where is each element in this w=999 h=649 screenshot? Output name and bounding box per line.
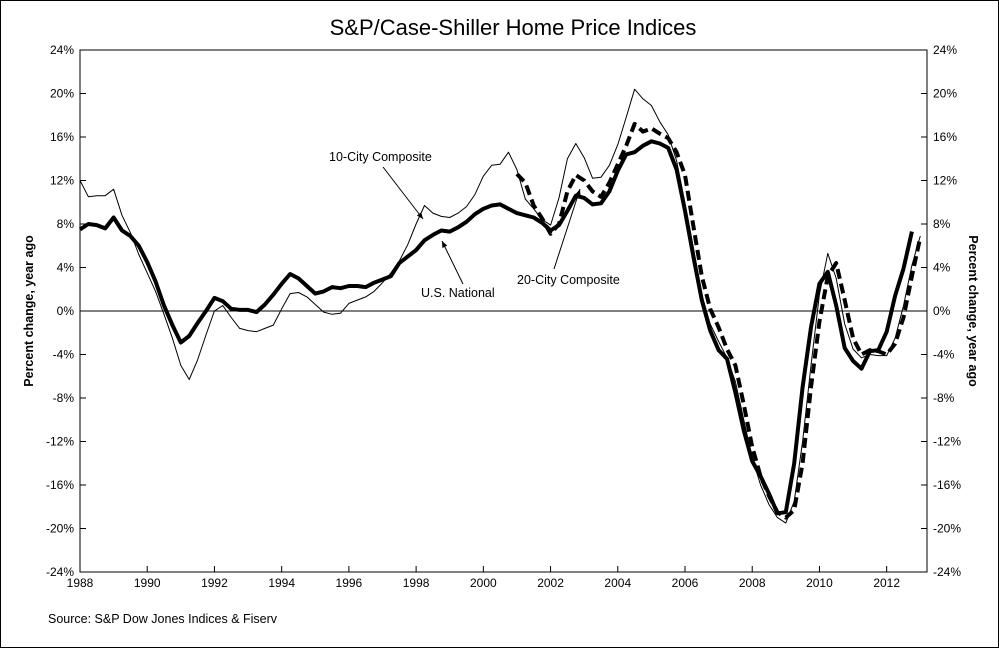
series-line-20-city-composite bbox=[515, 121, 923, 520]
y-tick-label-right: 8% bbox=[933, 217, 951, 231]
y-axis-label-right: Percent change, year ago bbox=[966, 235, 980, 387]
y-tick-label-left: -4% bbox=[53, 348, 75, 362]
y-tick-label-right: -12% bbox=[933, 435, 961, 449]
chart-title: S&P/Case-Shiller Home Price Indices bbox=[330, 15, 697, 40]
y-tick-label-left: -12% bbox=[46, 435, 74, 449]
series-line-u-s-national bbox=[78, 139, 914, 516]
y-tick-label-left: 16% bbox=[50, 130, 74, 144]
source-note: Source: S&P Dow Jones Indices & Fiserv bbox=[48, 612, 278, 626]
annotation-leader bbox=[553, 188, 581, 270]
y-tick-label-right: -16% bbox=[933, 478, 961, 492]
y-tick-label-left: -8% bbox=[53, 391, 75, 405]
x-tick-label: 2008 bbox=[739, 576, 766, 590]
y-tick-label-right: 0% bbox=[933, 304, 951, 318]
y-tick-label-right: 12% bbox=[933, 174, 957, 188]
y-tick-label-left: 4% bbox=[57, 261, 75, 275]
y-tick-label-left: -16% bbox=[46, 478, 74, 492]
y-axis-label-left: Percent change, year ago bbox=[22, 235, 36, 387]
y-tick-label-right: 4% bbox=[933, 261, 951, 275]
annotation-arrowhead bbox=[442, 241, 448, 248]
x-tick-label: 2000 bbox=[470, 576, 497, 590]
y-tick-label-left: 0% bbox=[57, 304, 75, 318]
annotations-layer: 10-City Composite U.S. National 20-City Co… bbox=[329, 150, 620, 300]
x-tick-label: 2002 bbox=[537, 576, 564, 590]
x-tick-label: 2004 bbox=[604, 576, 631, 590]
x-tick-label: 1994 bbox=[268, 576, 295, 590]
y-tick-label-right: 16% bbox=[933, 130, 957, 144]
y-tick-label-left: 8% bbox=[57, 217, 75, 231]
series-line-10-city-composite bbox=[79, 88, 921, 524]
y-tick-label-left: -24% bbox=[46, 565, 74, 579]
annotation-leader bbox=[382, 166, 424, 220]
series-layer bbox=[78, 88, 923, 524]
x-tick-label: 1988 bbox=[67, 576, 94, 590]
y-tick-label-right: 20% bbox=[933, 87, 957, 101]
x-tick-label: 1996 bbox=[336, 576, 363, 590]
y-tick-label-right: -24% bbox=[933, 565, 961, 579]
y-tick-label-left: -20% bbox=[46, 522, 74, 536]
annotation-arrowhead bbox=[416, 212, 423, 219]
y-tick-label-right: -8% bbox=[933, 391, 955, 405]
x-tick-label: 1990 bbox=[134, 576, 161, 590]
x-tick-label: 1992 bbox=[201, 576, 228, 590]
x-tick-label: 2012 bbox=[873, 576, 900, 590]
y-tick-label-left: 12% bbox=[50, 174, 74, 188]
annotation-arrowhead bbox=[575, 189, 581, 196]
y-tick-label-right: 24% bbox=[933, 43, 957, 57]
ticks-layer: 24% 24% 20% 20% 16% 16% 12% 12% 8% 8% 4% 4% 0% 0% -4% -… bbox=[46, 43, 961, 590]
annotation-leader bbox=[441, 240, 464, 285]
x-tick-label: 2010 bbox=[806, 576, 833, 590]
annotation-label: 10-City Composite bbox=[329, 150, 432, 164]
y-tick-label-right: -20% bbox=[933, 522, 961, 536]
y-tick-label-left: 20% bbox=[50, 87, 74, 101]
x-tick-label: 1998 bbox=[403, 576, 430, 590]
y-tick-label-right: -4% bbox=[933, 348, 955, 362]
annotation-label: U.S. National bbox=[421, 286, 495, 300]
x-tick-label: 2006 bbox=[672, 576, 699, 590]
annotation-label: 20-City Composite bbox=[517, 273, 620, 287]
y-tick-label-left: 24% bbox=[50, 43, 74, 57]
